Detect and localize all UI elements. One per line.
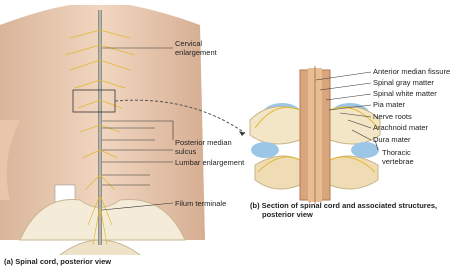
label: Posterior median sulcus xyxy=(175,138,232,156)
label: Dura mater xyxy=(373,135,411,144)
label: Lumbar enlargement xyxy=(175,158,245,167)
label: Nerve roots xyxy=(373,112,412,121)
caption: (b) Section of spinal cord and associate… xyxy=(250,201,437,219)
leader-lines xyxy=(101,47,174,211)
label: Spinal white matter xyxy=(373,89,437,98)
torso-illustration xyxy=(0,5,246,256)
vertebrae-illustration xyxy=(249,66,381,204)
label: Arachnoid mater xyxy=(373,123,429,132)
label: Pia mater xyxy=(373,100,406,109)
leader-lines-b xyxy=(315,71,379,151)
label: Cervical enlargement xyxy=(175,39,218,57)
caption: (a) Spinal cord, posterior view xyxy=(4,257,111,266)
label: Filum terminale xyxy=(175,199,226,208)
label: Spinal gray matter xyxy=(373,78,434,87)
label: Anterior median fissure xyxy=(373,67,450,76)
label: Thoracic vertebrae xyxy=(382,148,414,166)
